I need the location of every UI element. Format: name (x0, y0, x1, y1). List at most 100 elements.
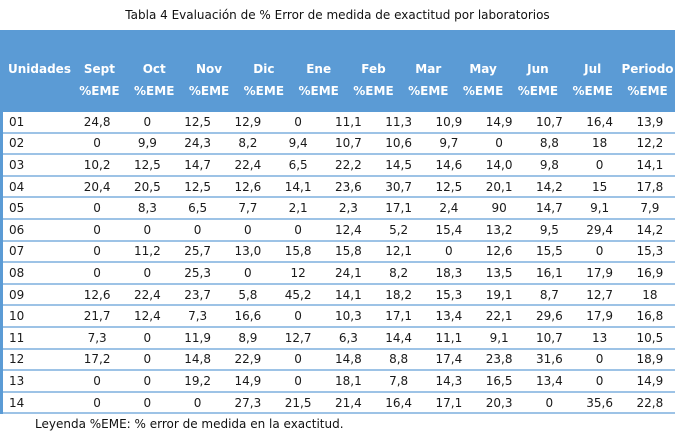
value-cell: 29,4 (586, 222, 613, 237)
value-cell: 18,9 (636, 352, 664, 367)
value-cell: 14,6 (435, 157, 463, 172)
value-cell: 5,2 (389, 222, 409, 237)
value-cell: 17,1 (385, 201, 412, 216)
value-cell: 7,3 (87, 330, 107, 345)
value-cell: 16,4 (385, 395, 412, 410)
value-cell: 12,5 (184, 114, 211, 129)
value-cell: 8,2 (238, 136, 258, 151)
unit-cell: 05 (9, 201, 25, 216)
value-cell: 17,1 (385, 309, 412, 324)
value-cell: 9,5 (539, 222, 559, 237)
value-cell: 15 (591, 179, 608, 194)
header-month-label: Feb (361, 62, 386, 76)
table-row: 12 17,2 0 14,8 22,9 0 14,8 8,8 17,4 23,8 31,6 0 18,9 (3, 349, 675, 372)
value-cell: 16,5 (485, 373, 513, 388)
header-subheader-label: %EME (79, 84, 120, 98)
value-cell: 12,6 (234, 179, 262, 194)
value-cell: 12 (290, 265, 306, 280)
value-cell: 0 (143, 114, 152, 129)
value-cell: 14,4 (385, 330, 412, 345)
value-cell: 45,2 (284, 287, 312, 302)
value-cell: 9,4 (288, 136, 308, 151)
value-cell: 13,4 (435, 309, 463, 324)
value-cell: 22,9 (234, 352, 262, 367)
header-subheader-label: %EME (134, 84, 175, 98)
table-row: 07 0 11,2 25,7 13,0 15,8 15,8 12,1 0 12,6 15,5 0 15,… (3, 241, 675, 264)
table-row: 06 0 0 0 0 0 12,4 5,2 15,4 13,2 9,5 29,4 14,2 (3, 219, 675, 242)
value-cell: 14,7 (536, 201, 563, 216)
unit-cell: 13 (9, 373, 25, 388)
value-cell: 14,0 (485, 157, 513, 172)
header-cell-dic: Dic %EME (236, 58, 291, 112)
value-cell: 31,6 (536, 352, 563, 367)
value-cell: 0 (294, 373, 302, 388)
value-cell: 15,3 (636, 244, 664, 259)
header-cell-may: May %EME (456, 58, 511, 112)
value-cell: 14,9 (234, 373, 262, 388)
header-subheader-label: %EME (462, 84, 504, 98)
value-cell: 0 (93, 373, 101, 388)
value-cell: 0 (193, 222, 202, 237)
header-month-label: Periodo (621, 62, 674, 76)
value-cell: 18 (591, 136, 608, 151)
unit-cell: 10 (9, 309, 25, 324)
value-cell: 0 (495, 136, 503, 151)
value-cell: 8,3 (137, 201, 157, 216)
unit-cell: 08 (9, 265, 25, 280)
legend-text: Leyenda %EME: % error de medida en la ex… (35, 417, 344, 432)
value-cell: 6,5 (288, 157, 308, 172)
value-cell: 15,3 (435, 287, 463, 302)
table-row: 10 21,7 12,4 7,3 16,6 0 10,3 17,1 13,4 22,1 29,6 17… (3, 306, 675, 328)
value-cell: 0 (93, 201, 101, 216)
table-row: 09 12,6 22,4 23,7 5,8 45,2 14,1 18,2 15,3 19,1 8,7… (3, 284, 675, 307)
value-cell: 0 (93, 244, 101, 259)
value-cell: 12,9 (234, 114, 262, 129)
table-header-row: Unidades Sept %EME Oct %EME Nov %EME Dic %EME Ene… (0, 30, 675, 112)
value-cell: 25,3 (184, 265, 211, 280)
table-row: 01 24,8 0 12,5 12,9 0 11,1 11,3 10,9 14,9 10,7 16,4… (3, 112, 675, 134)
value-cell: 17,4 (435, 352, 463, 367)
value-cell: 8,8 (539, 136, 559, 151)
value-cell: 0 (445, 244, 453, 259)
value-cell: 90 (491, 201, 507, 216)
table-row: 04 20,4 20,5 12,5 12,6 14,1 23,6 30,7 12,5 20,1 14… (3, 176, 675, 199)
value-cell: 23,8 (485, 352, 513, 367)
value-cell: 35,6 (586, 395, 613, 410)
value-cell: 21,7 (83, 309, 111, 324)
value-cell: 2,4 (439, 201, 459, 216)
value-cell: 0 (93, 395, 101, 410)
value-cell: 22,8 (636, 395, 664, 410)
value-cell: 15,8 (335, 244, 362, 259)
value-cell: 15,4 (435, 222, 463, 237)
value-cell: 11,9 (184, 330, 211, 345)
value-cell: 20,3 (485, 395, 513, 410)
value-cell: 17,9 (586, 265, 613, 280)
value-cell: 0 (244, 265, 252, 280)
header-month-label: Jul (584, 62, 602, 76)
value-cell: 0 (143, 373, 152, 388)
value-cell: 18,2 (385, 287, 412, 302)
header-month-label: Jun (527, 62, 549, 76)
value-cell: 0 (93, 265, 101, 280)
table-row: 02 0 9,9 24,3 8,2 9,4 10,7 10,6 9,7 0 8,8 18 12,2 (3, 133, 675, 156)
value-cell: 16,9 (636, 265, 664, 280)
header-subheader-label: %EME (408, 84, 449, 98)
value-cell: 15,8 (284, 244, 312, 259)
value-cell: 16,6 (234, 309, 262, 324)
table-row: 14 0 0 0 27,3 21,5 21,4 16,4 17,1 20,3 0 35,6 22,8 (3, 392, 675, 415)
value-cell: 6,3 (338, 330, 358, 345)
value-cell: 14,1 (284, 179, 312, 194)
value-cell: 12,7 (284, 330, 312, 345)
value-cell: 0 (294, 114, 302, 129)
value-cell: 0 (143, 222, 152, 237)
value-cell: 22,1 (485, 309, 513, 324)
value-cell: 12,5 (184, 179, 211, 194)
value-cell: 0 (595, 244, 604, 259)
value-cell: 19,1 (485, 287, 513, 302)
value-cell: 27,3 (234, 395, 262, 410)
value-cell: 2,1 (288, 201, 308, 216)
value-cell: 19,2 (184, 373, 211, 388)
value-cell: 10,9 (435, 114, 463, 129)
value-cell: 9,9 (137, 136, 157, 151)
value-cell: 14,2 (536, 179, 563, 194)
